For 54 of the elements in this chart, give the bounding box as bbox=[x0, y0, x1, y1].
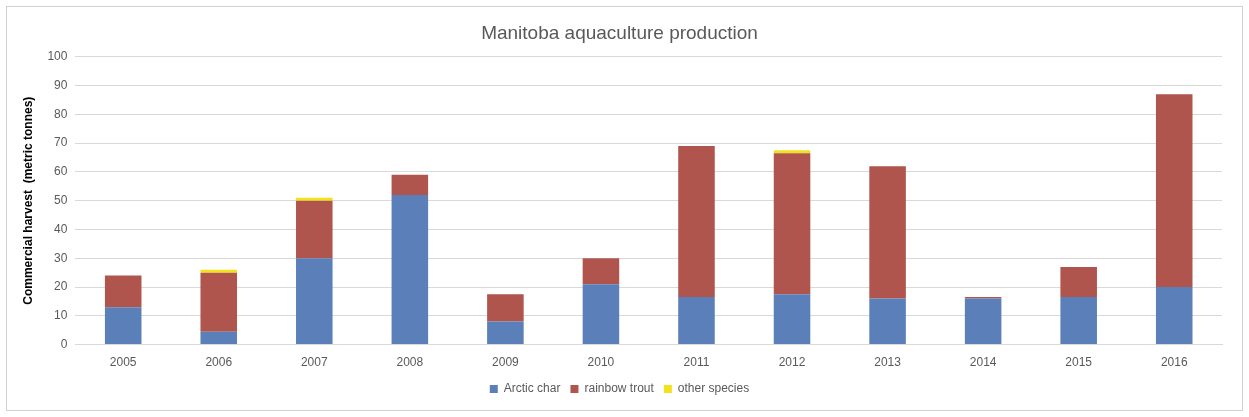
x-tick-label: 2012 bbox=[778, 355, 806, 370]
x-tick-label: 2006 bbox=[205, 355, 233, 370]
y-tick-label: 60 bbox=[54, 164, 68, 179]
bar bbox=[773, 150, 811, 154]
bar bbox=[200, 269, 238, 273]
bar bbox=[296, 200, 333, 259]
bar bbox=[678, 146, 715, 298]
legend-label: rainbow trout bbox=[584, 381, 655, 396]
y-tick-label: 90 bbox=[54, 77, 68, 92]
x-tick-label: 2016 bbox=[1160, 355, 1188, 370]
bar bbox=[869, 166, 906, 299]
bar bbox=[104, 275, 142, 308]
bar bbox=[869, 298, 906, 345]
x-tick-label: 2010 bbox=[587, 355, 615, 370]
bar bbox=[773, 153, 811, 295]
x-tick-label: 2013 bbox=[874, 355, 902, 370]
y-tick-label: 40 bbox=[54, 221, 68, 236]
bar bbox=[678, 297, 715, 345]
bar bbox=[487, 294, 524, 322]
y-tick-label: 70 bbox=[54, 135, 68, 150]
bar bbox=[1060, 266, 1097, 298]
bar bbox=[964, 298, 1002, 345]
bar bbox=[582, 284, 620, 345]
bar bbox=[1155, 287, 1193, 345]
bar bbox=[391, 194, 429, 345]
x-tick-label: 2011 bbox=[683, 355, 710, 370]
bar bbox=[582, 258, 620, 285]
legend-label: other species bbox=[677, 381, 750, 396]
bar bbox=[200, 331, 238, 345]
bar bbox=[104, 307, 142, 345]
x-tick-label: 2005 bbox=[109, 355, 137, 370]
x-tick-label: 2014 bbox=[969, 355, 997, 370]
bar bbox=[296, 258, 333, 345]
y-tick-label: 20 bbox=[54, 279, 68, 294]
bar bbox=[1060, 297, 1097, 345]
x-tick-label: 2009 bbox=[492, 355, 520, 370]
y-axis-title: Commercial harvest (metric tonnes) bbox=[20, 96, 35, 305]
bar bbox=[1155, 94, 1193, 288]
bar bbox=[200, 272, 238, 332]
y-tick-label: 80 bbox=[54, 106, 68, 121]
y-tick-label: 30 bbox=[54, 250, 68, 265]
y-tick-label: 10 bbox=[54, 308, 68, 323]
legend-label: Arctic char bbox=[503, 381, 561, 396]
x-tick-label: 2015 bbox=[1065, 355, 1093, 370]
bar bbox=[296, 197, 333, 201]
y-tick-label: 0 bbox=[60, 336, 68, 351]
y-tick-label: 100 bbox=[47, 49, 68, 64]
bar bbox=[487, 321, 524, 345]
bar bbox=[773, 294, 811, 345]
bar bbox=[391, 174, 429, 195]
chart-title: Manitoba aquaculture production bbox=[481, 21, 758, 43]
y-tick-label: 50 bbox=[54, 193, 68, 208]
x-tick-label: 2007 bbox=[300, 355, 328, 370]
x-tick-label: 2008 bbox=[396, 355, 424, 370]
